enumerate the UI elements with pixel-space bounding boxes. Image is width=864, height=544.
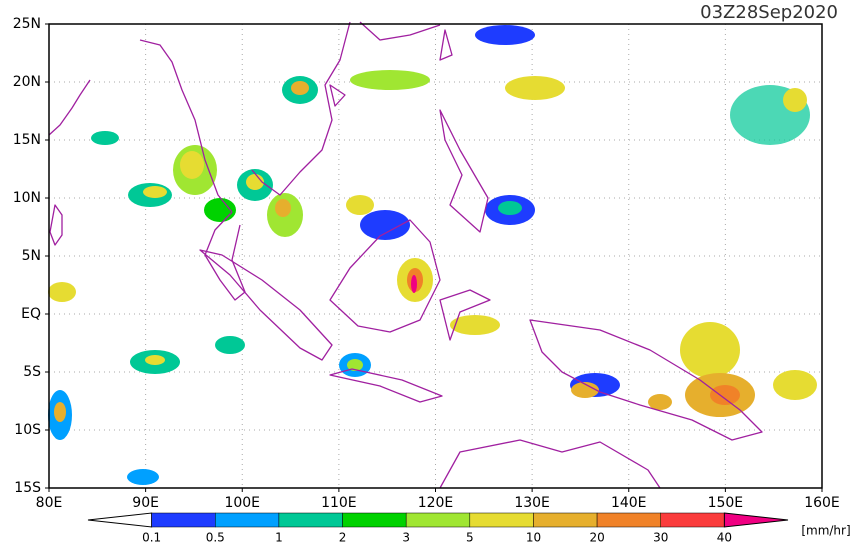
y-tick-label: 5S	[23, 364, 41, 380]
colorbar-arrow-high	[723, 512, 789, 528]
x-tick-label: 140E	[611, 495, 647, 511]
colorbar-label: 30	[653, 531, 668, 544]
x-tick-label: 150E	[708, 495, 744, 511]
x-tick-label: 120E	[418, 495, 454, 511]
colorbar-arrow-low	[87, 512, 153, 528]
map-background	[49, 24, 822, 488]
colorbar-label: 1	[275, 531, 283, 544]
colorbar-segment	[215, 512, 280, 528]
colorbar-unit: [mm/hr]	[801, 524, 850, 538]
map-title: 03Z28Sep2020	[700, 2, 838, 23]
y-tick-label: 10N	[13, 190, 41, 206]
colorbar-label: 0.5	[206, 531, 225, 544]
colorbar-label: 10	[526, 531, 541, 544]
colorbar-segment	[596, 512, 661, 528]
x-tick-label: 100E	[224, 495, 260, 511]
x-tick-label: 160E	[804, 495, 840, 511]
y-tick-label: 15N	[13, 132, 41, 148]
colorbar-label: 3	[402, 531, 410, 544]
colorbar-segment	[405, 512, 471, 528]
y-tick-label: 20N	[13, 74, 41, 90]
y-tick-label: 15S	[14, 480, 41, 496]
x-tick-label: 110E	[321, 495, 357, 511]
x-tick-label: 130E	[514, 495, 550, 511]
colorbar-segment	[278, 512, 343, 528]
y-tick-label: EQ	[21, 306, 41, 322]
y-tick-label: 5N	[22, 248, 41, 264]
colorbar-label: 20	[589, 531, 604, 544]
y-tick-label: 10S	[14, 422, 41, 438]
colorbar-segment	[533, 512, 598, 528]
x-tick-label: 80E	[36, 495, 63, 511]
colorbar-label: 0.1	[142, 531, 161, 544]
colorbar-label: 5	[466, 531, 474, 544]
colorbar-segment	[342, 512, 407, 528]
map-area	[48, 21, 823, 489]
y-tick-label: 25N	[13, 16, 41, 32]
colorbar-segment	[660, 512, 725, 528]
precipitation-field	[48, 25, 817, 485]
coastlines	[48, 21, 763, 489]
colorbar-segment	[151, 512, 216, 528]
colorbar-label: 2	[339, 531, 347, 544]
colorbar-label: 40	[717, 531, 732, 544]
colorbar-segment	[469, 512, 534, 528]
x-tick-label: 90E	[132, 495, 159, 511]
